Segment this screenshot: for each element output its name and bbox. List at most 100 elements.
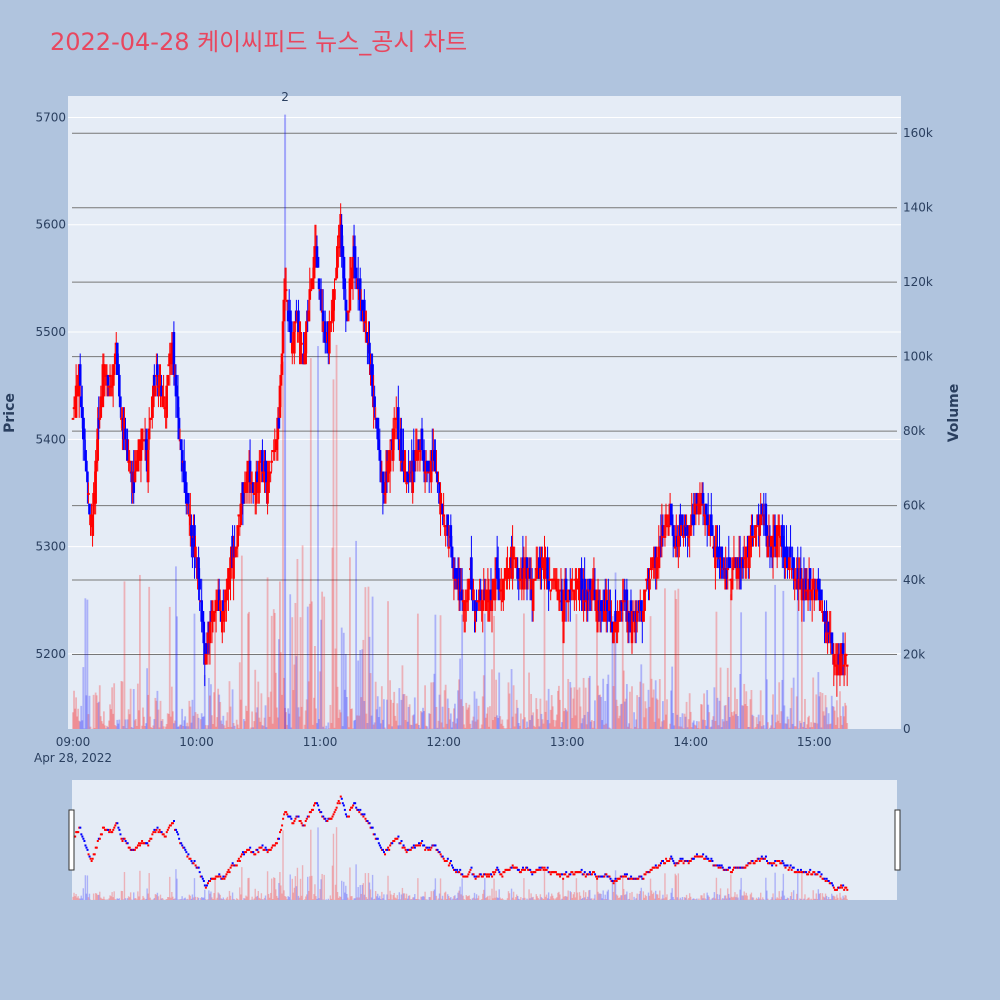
candle-body[interactable] (110, 385, 114, 388)
candle-body[interactable] (261, 450, 264, 472)
candle-body[interactable] (716, 546, 719, 558)
candle-body[interactable] (119, 396, 122, 408)
candle-body[interactable] (507, 568, 510, 579)
candle-body[interactable] (618, 610, 621, 622)
candle-body[interactable] (789, 546, 792, 558)
candle-body[interactable] (84, 450, 87, 461)
candle-body[interactable] (554, 578, 558, 590)
candle-body[interactable] (652, 557, 655, 569)
candle-body[interactable] (155, 374, 158, 377)
candle-body[interactable] (277, 417, 281, 429)
candle-body[interactable] (591, 578, 595, 601)
candle-body[interactable] (562, 589, 566, 622)
candle-body[interactable] (818, 578, 821, 601)
candle-body[interactable] (515, 557, 519, 569)
candle-body[interactable] (661, 525, 665, 536)
candle-body[interactable] (468, 578, 471, 590)
candle-body[interactable] (344, 299, 348, 311)
candle-body[interactable] (204, 653, 208, 665)
candle-body[interactable] (418, 450, 422, 453)
candle-body[interactable] (830, 632, 834, 644)
candle-body[interactable] (453, 568, 457, 579)
candle-body[interactable] (760, 503, 764, 515)
candle-body[interactable] (319, 289, 323, 311)
candle-body[interactable] (526, 568, 530, 579)
candle-body[interactable] (78, 364, 82, 386)
candle-body[interactable] (841, 643, 845, 654)
candle-body[interactable] (680, 525, 683, 536)
candle-body[interactable] (96, 428, 100, 461)
candle-body[interactable] (215, 600, 219, 611)
candle-body[interactable] (541, 557, 544, 569)
candle-body[interactable] (773, 525, 777, 547)
candle-body[interactable] (168, 353, 172, 365)
candle-body[interactable] (88, 503, 91, 515)
candle-body[interactable] (228, 578, 231, 581)
candle-body[interactable] (285, 299, 289, 302)
candle-body[interactable] (267, 471, 270, 493)
candle-body[interactable] (313, 246, 317, 268)
candle-body[interactable] (99, 396, 103, 418)
candle-body[interactable] (86, 471, 89, 483)
candle-body[interactable] (89, 514, 92, 526)
candle-body[interactable] (790, 568, 793, 571)
candle-body[interactable] (111, 374, 115, 386)
candle-body[interactable] (85, 460, 88, 472)
candle-body[interactable] (416, 450, 420, 461)
candle-body[interactable] (759, 514, 762, 526)
candle-body[interactable] (463, 600, 467, 611)
candle-body[interactable] (343, 278, 347, 290)
candle-body[interactable] (566, 600, 570, 603)
candle-body[interactable] (689, 525, 692, 528)
candle-body[interactable] (371, 364, 374, 397)
candle-body[interactable] (91, 514, 94, 536)
candle-body[interactable] (701, 492, 705, 504)
candle-body[interactable] (71, 417, 75, 420)
candle-body[interactable] (342, 256, 346, 290)
candle-body[interactable] (503, 578, 506, 581)
candle-body[interactable] (422, 450, 426, 472)
candle-body[interactable] (400, 428, 403, 461)
candle-body[interactable] (397, 407, 400, 440)
candle-body[interactable] (429, 460, 433, 483)
candle-body[interactable] (775, 525, 779, 558)
candle-body[interactable] (254, 471, 258, 504)
candle-body[interactable] (672, 535, 676, 547)
candle-body[interactable] (635, 610, 639, 622)
candle-body[interactable] (797, 578, 801, 590)
candle-body[interactable] (451, 557, 455, 569)
candle-body[interactable] (528, 568, 532, 579)
candle-body[interactable] (101, 364, 105, 408)
candle-body[interactable] (636, 610, 640, 613)
candle-body[interactable] (74, 385, 78, 418)
candle-body[interactable] (321, 310, 325, 322)
candle-body[interactable] (147, 428, 151, 440)
candle-body[interactable] (832, 653, 836, 665)
candle-body[interactable] (493, 578, 497, 601)
range-slider-handle-left[interactable] (68, 809, 75, 871)
candle-body[interactable] (546, 557, 549, 579)
candle-body[interactable] (769, 535, 773, 547)
candle-body[interactable] (648, 578, 651, 590)
candle-body[interactable] (364, 321, 367, 324)
candle-body[interactable] (388, 450, 392, 472)
candle-body[interactable] (139, 439, 143, 461)
candle-body[interactable] (354, 267, 358, 279)
candle-body[interactable] (283, 289, 287, 300)
candle-body[interactable] (167, 364, 171, 367)
candle-body[interactable] (655, 557, 659, 579)
candle-body[interactable] (719, 557, 722, 560)
candle-body[interactable] (279, 374, 283, 386)
candle-body[interactable] (235, 546, 238, 549)
candle-body[interactable] (508, 568, 511, 571)
candle-body[interactable] (232, 546, 235, 579)
candle-body[interactable] (686, 525, 689, 536)
candle-body[interactable] (460, 589, 464, 601)
candle-body[interactable] (721, 557, 724, 569)
candle-body[interactable] (92, 492, 95, 515)
candle-body[interactable] (511, 546, 514, 579)
candle-body[interactable] (184, 482, 188, 504)
candle-body[interactable] (363, 299, 366, 322)
candle-body[interactable] (404, 471, 407, 474)
candle-body[interactable] (730, 578, 734, 590)
